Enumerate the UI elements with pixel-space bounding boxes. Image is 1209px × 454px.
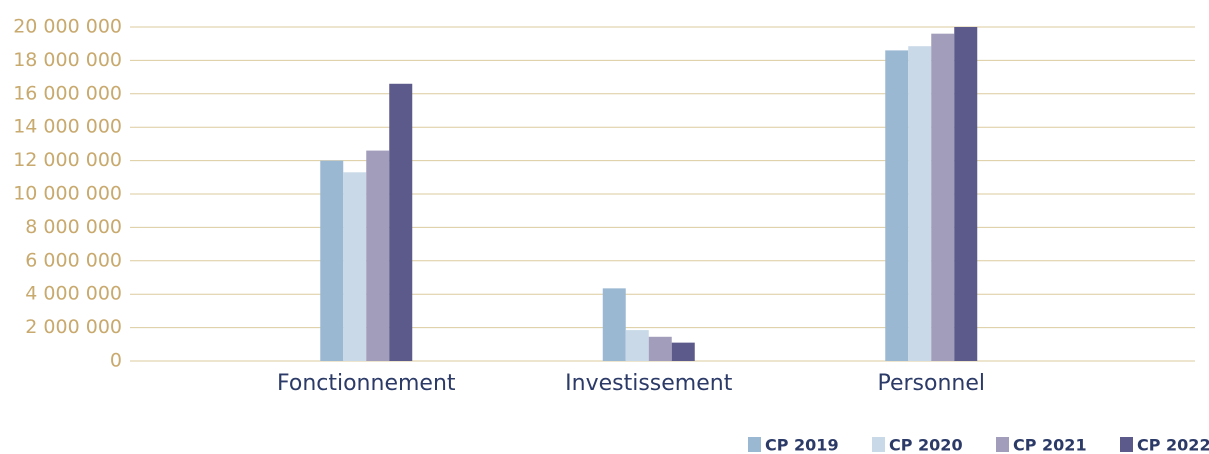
- bar: [602, 288, 626, 361]
- bar: [625, 330, 649, 361]
- y-tick-label: 0: [110, 350, 122, 372]
- y-tick-label: 2 000 000: [25, 316, 122, 338]
- bar: [931, 33, 955, 362]
- legend-swatch: [872, 437, 885, 452]
- legend-label: CP 2020: [889, 436, 963, 454]
- y-tick-label: 6 000 000: [25, 249, 122, 271]
- y-tick-label: 4 000 000: [25, 283, 122, 305]
- legend-swatch: [1120, 437, 1133, 452]
- x-tick-label: Personnel: [877, 371, 985, 396]
- y-tick-label: 10 000 000: [13, 183, 122, 205]
- legend-label: CP 2021: [1013, 436, 1087, 454]
- bar: [671, 342, 695, 361]
- legend-swatch: [996, 437, 1009, 452]
- bar: [908, 46, 932, 362]
- bar: [885, 50, 909, 361]
- legend-label: CP 2022: [1137, 436, 1209, 454]
- y-tick-label: 18 000 000: [13, 49, 122, 71]
- x-tick-label: Investissement: [565, 371, 733, 396]
- x-tick-label: Fonctionnement: [277, 371, 456, 396]
- bar: [343, 172, 367, 361]
- y-tick-label: 8 000 000: [25, 216, 122, 238]
- bar: [954, 27, 978, 361]
- bar: [320, 160, 344, 361]
- y-tick-label: 14 000 000: [13, 116, 122, 138]
- y-tick-label: 20 000 000: [13, 16, 122, 38]
- bar: [389, 83, 413, 361]
- bar: [366, 150, 390, 361]
- legend-swatch: [748, 437, 761, 452]
- y-tick-label: 16 000 000: [13, 82, 122, 104]
- legend-label: CP 2019: [765, 436, 839, 454]
- bar: [648, 336, 672, 361]
- y-tick-label: 12 000 000: [13, 149, 122, 171]
